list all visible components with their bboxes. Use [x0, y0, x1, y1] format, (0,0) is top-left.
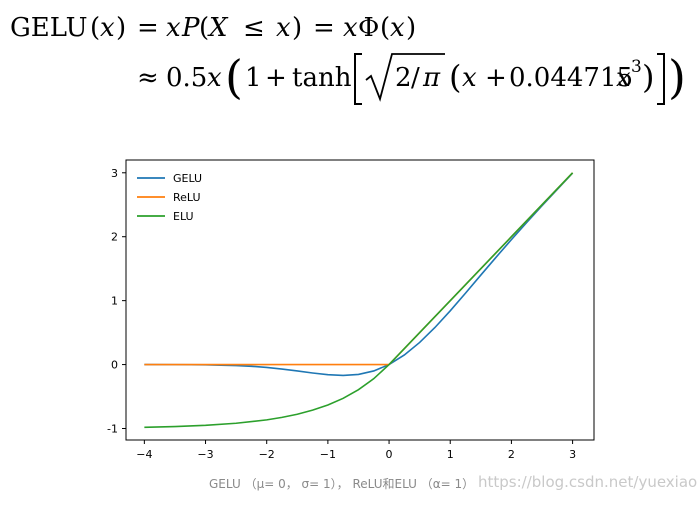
x-tick-label: 0 [386, 448, 393, 461]
formula-bracket-left [354, 53, 362, 105]
formula-x: x [276, 13, 291, 43]
plot-frame [125, 159, 595, 441]
formula-p: P [181, 13, 200, 43]
formula-phi: Φ [358, 13, 379, 43]
formula-gelu-name: GELU [10, 13, 88, 43]
formula-paren: ( [90, 13, 100, 43]
y-axis: -1 0 1 2 3 [107, 167, 126, 435]
y-tick-label: 1 [111, 295, 118, 308]
plot-lines [144, 172, 574, 429]
y-tick-label: -1 [107, 422, 118, 435]
formula-big-paren-right: ) [668, 50, 686, 104]
x-tick-label: −2 [259, 448, 275, 461]
formula-sqrt-sign [365, 53, 445, 102]
series-line-elu [144, 172, 574, 429]
x-tick-label: 1 [447, 448, 454, 461]
x-tick-label: 2 [508, 448, 515, 461]
y-tick-label: 2 [111, 231, 118, 244]
x-axis: −4 −3 −2 −1 0 1 2 3 [136, 440, 576, 461]
x-tick-label: −1 [320, 448, 336, 461]
formula-frac-slash: / [411, 63, 420, 93]
formula-frac-den: π [422, 63, 441, 93]
formula-plus: + [265, 63, 287, 93]
formula-x: x [207, 63, 222, 93]
series-line-relu [144, 172, 574, 366]
x-tick-label: 3 [569, 448, 576, 461]
legend-label: ELU [173, 210, 194, 223]
x-tick-label: −3 [197, 448, 213, 461]
caption: GELU （μ= 0， σ= 1）， ReLU和ELU （α= 1） https… [0, 472, 697, 494]
formula-coefficient: 0.5 [166, 63, 207, 93]
formula-equals: = [313, 13, 335, 43]
formula-equals: = [137, 13, 159, 43]
formula-approx: ≈ [137, 63, 159, 93]
formula-arg: x [100, 13, 115, 43]
formula-paren: ) [406, 13, 416, 43]
formula-x: x [616, 63, 631, 93]
formula-x: x [462, 63, 477, 93]
legend: GELU ReLU ELU [137, 172, 202, 223]
chart: −4 −3 −2 −1 0 1 2 3 -1 0 1 2 3 GELU ReLU ELU [107, 159, 595, 461]
formula-frac-num: 2 [395, 63, 412, 93]
formula-paren: ) [642, 58, 654, 96]
formula-one: 1 [245, 63, 262, 93]
formula-big-paren-left: ( [225, 50, 243, 104]
formula-x: x [390, 13, 405, 43]
x-tick-label: −4 [136, 448, 152, 461]
formula-paren: ) [292, 13, 302, 43]
legend-label: GELU [173, 172, 202, 185]
y-tick-label: 0 [111, 359, 118, 372]
formula-leq: ≤ [243, 13, 265, 43]
formula-X: X [207, 13, 229, 43]
caption-text: GELU （μ= 0， σ= 1）， ReLU和ELU （α= 1） [209, 477, 475, 491]
formula-paren: ( [449, 58, 461, 96]
formula-exponent: 3 [631, 57, 642, 77]
watermark: https://blog.csdn.net/yuexiaomao [478, 473, 697, 491]
formula-paren: ( [380, 13, 390, 43]
formula: GELU ( x ) = x P ( X ≤ x ) = x Φ ( x ) ≈… [10, 13, 686, 105]
formula-paren: ) [116, 13, 126, 43]
formula-x: x [343, 13, 358, 43]
y-tick-label: 3 [111, 167, 118, 180]
legend-label: ReLU [173, 191, 201, 204]
formula-tanh: tanh [292, 63, 352, 93]
formula-plus: + [485, 63, 507, 93]
formula-constant: 0.044715 [509, 63, 633, 93]
formula-bracket-right [657, 53, 665, 105]
formula-x: x [166, 13, 181, 43]
formula-paren: ( [199, 13, 209, 43]
series-line-gelu [144, 172, 574, 377]
